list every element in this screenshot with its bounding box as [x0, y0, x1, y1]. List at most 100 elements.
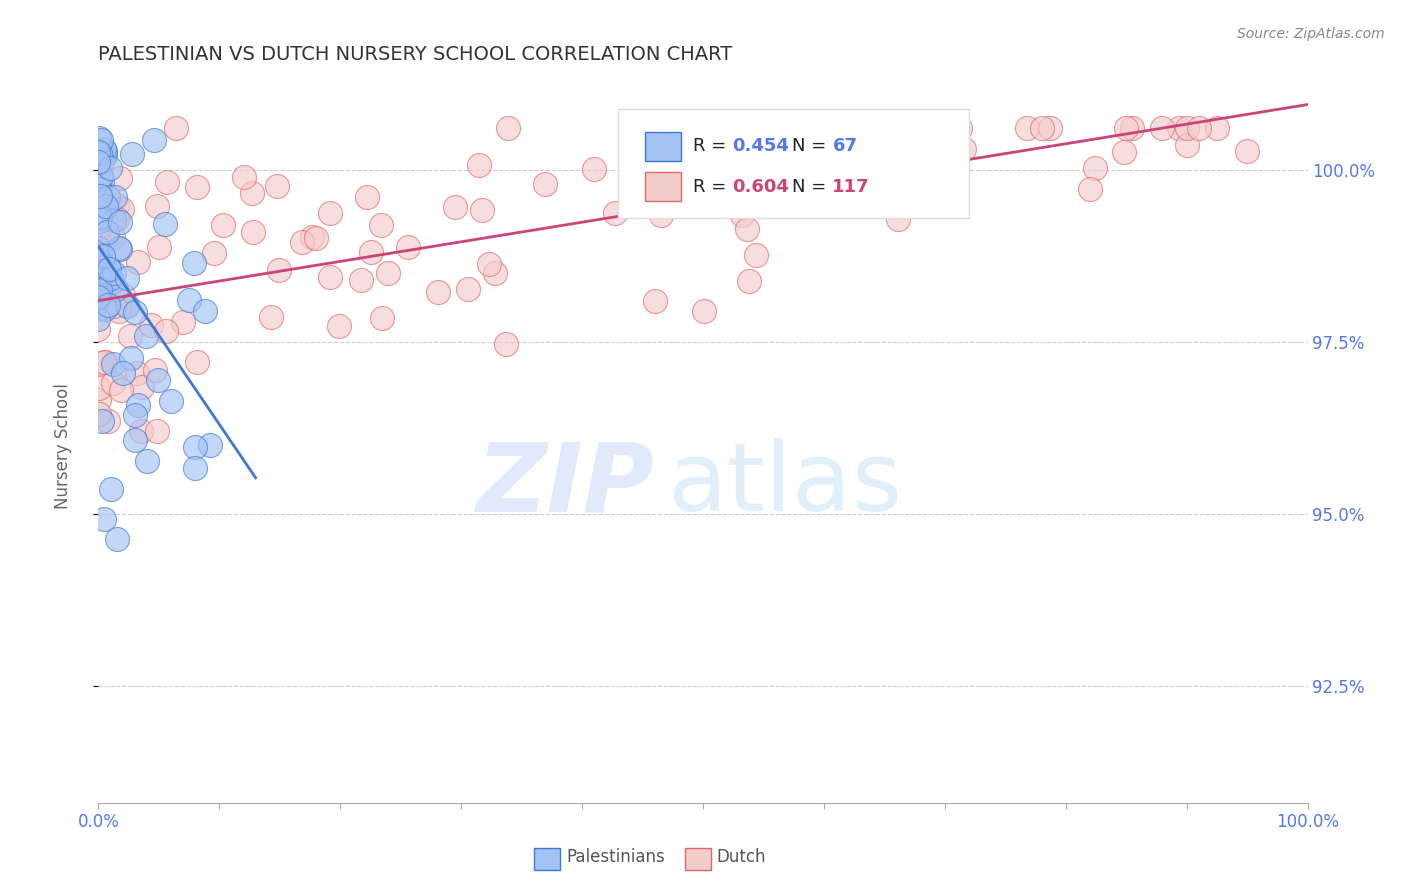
- Point: [100, 271, 122, 285]
- Point: [93, 142, 115, 156]
- Point: [91, 249, 114, 263]
- Point: [318, 269, 340, 284]
- Point: [97, 259, 120, 273]
- Point: [124, 434, 146, 448]
- Point: [104, 190, 127, 204]
- Point: [98, 298, 121, 312]
- Point: [484, 266, 506, 280]
- Point: [735, 222, 758, 236]
- Point: [370, 311, 392, 326]
- Point: [115, 271, 138, 285]
- Point: [107, 198, 129, 212]
- Point: [90, 356, 112, 370]
- Point: [952, 142, 974, 156]
- Point: [87, 288, 110, 302]
- Point: [94, 231, 117, 245]
- Point: [160, 393, 183, 408]
- Point: [360, 244, 382, 259]
- Point: [115, 298, 138, 312]
- Point: [104, 282, 127, 296]
- Text: N =: N =: [793, 178, 832, 196]
- Point: [156, 176, 179, 190]
- Point: [98, 161, 121, 176]
- Point: [103, 299, 125, 313]
- Point: [260, 310, 283, 324]
- Point: [111, 288, 134, 302]
- Point: [184, 440, 207, 454]
- Point: [633, 147, 655, 161]
- Point: [186, 355, 208, 369]
- Point: [111, 202, 134, 217]
- Point: [146, 199, 169, 213]
- Point: [1121, 121, 1143, 136]
- Point: [97, 414, 120, 428]
- Point: [887, 212, 910, 227]
- Point: [1084, 161, 1107, 175]
- Bar: [645, 132, 682, 161]
- Point: [1112, 145, 1135, 160]
- Point: [605, 206, 627, 220]
- Point: [650, 208, 672, 222]
- Point: [693, 303, 716, 318]
- Point: [468, 158, 491, 172]
- Point: [91, 252, 114, 266]
- Point: [1115, 121, 1137, 136]
- Point: [165, 121, 187, 136]
- Point: [426, 285, 449, 299]
- Point: [90, 169, 112, 183]
- Point: [105, 532, 128, 546]
- Point: [644, 294, 666, 309]
- Point: [949, 121, 972, 136]
- Point: [103, 376, 125, 390]
- Point: [242, 225, 264, 239]
- Text: 117: 117: [832, 178, 870, 196]
- Point: [644, 177, 666, 191]
- Point: [94, 199, 117, 213]
- Point: [120, 351, 142, 366]
- Point: [716, 136, 738, 150]
- Point: [87, 290, 110, 304]
- Text: 0.604: 0.604: [733, 178, 789, 196]
- Point: [377, 266, 399, 280]
- Point: [806, 121, 828, 136]
- Point: [818, 194, 841, 209]
- Point: [97, 262, 120, 277]
- Point: [1175, 121, 1198, 136]
- Point: [111, 367, 134, 381]
- Point: [1168, 121, 1191, 136]
- Point: [117, 299, 139, 313]
- Point: [1175, 137, 1198, 152]
- Text: PALESTINIAN VS DUTCH NURSERY SCHOOL CORRELATION CHART: PALESTINIAN VS DUTCH NURSERY SCHOOL CORR…: [98, 45, 733, 63]
- Point: [690, 155, 713, 169]
- Point: [103, 266, 125, 280]
- Point: [91, 267, 114, 281]
- Point: [267, 262, 290, 277]
- Point: [89, 182, 111, 196]
- Point: [87, 282, 110, 296]
- Point: [87, 301, 110, 316]
- Text: N =: N =: [793, 137, 832, 155]
- Point: [877, 162, 900, 177]
- Point: [134, 328, 156, 343]
- Point: [97, 189, 120, 203]
- Text: atlas: atlas: [666, 438, 901, 532]
- Point: [141, 318, 163, 332]
- Point: [148, 373, 170, 387]
- Point: [125, 366, 148, 380]
- Point: [87, 381, 110, 395]
- Point: [94, 301, 117, 316]
- Point: [172, 315, 194, 329]
- Point: [90, 133, 112, 147]
- Text: Palestinians: Palestinians: [567, 848, 665, 866]
- Point: [291, 235, 314, 250]
- Point: [108, 304, 131, 318]
- Point: [118, 328, 141, 343]
- Point: [396, 240, 419, 254]
- Point: [129, 424, 152, 438]
- Point: [200, 438, 222, 452]
- Point: [755, 175, 778, 189]
- Point: [914, 166, 936, 180]
- Point: [457, 282, 479, 296]
- Point: [908, 121, 931, 136]
- Text: Nursery School: Nursery School: [55, 383, 72, 509]
